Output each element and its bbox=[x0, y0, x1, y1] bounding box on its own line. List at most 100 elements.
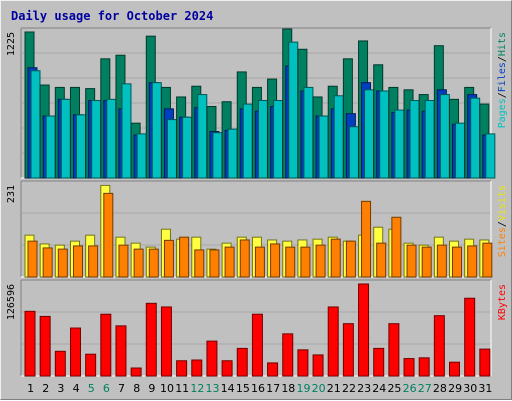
bar-pages-day-11 bbox=[182, 116, 193, 179]
bar-pages-day-27 bbox=[424, 100, 435, 179]
bar-kbytes-day-2 bbox=[39, 315, 51, 377]
x-tick-label-29: 29 bbox=[448, 382, 462, 395]
bar-kbytes-day-12 bbox=[191, 359, 203, 377]
bar-kbytes-day-15 bbox=[236, 347, 248, 377]
x-tick-label-12: 12 bbox=[190, 382, 204, 395]
bar-sites-day-18 bbox=[285, 246, 296, 278]
bar-kbytes-day-6 bbox=[100, 313, 112, 377]
bar-sites-day-13 bbox=[209, 249, 220, 278]
bar-sites-day-12 bbox=[194, 249, 205, 278]
bar-pages-day-26 bbox=[409, 100, 420, 179]
bar-kbytes-day-20 bbox=[312, 354, 324, 377]
bar-kbytes-day-11 bbox=[176, 360, 188, 377]
bar-pages-day-23 bbox=[364, 89, 375, 179]
bar-sites-day-4 bbox=[72, 245, 83, 278]
x-tick-label-25: 25 bbox=[387, 382, 401, 395]
x-tick-label-15: 15 bbox=[236, 382, 250, 395]
x-tick-label-13: 13 bbox=[206, 382, 220, 395]
bar-pages-day-13 bbox=[212, 132, 223, 179]
bar-sites-day-6 bbox=[103, 192, 114, 278]
x-tick-label-23: 23 bbox=[357, 382, 371, 395]
bar-pages-day-19 bbox=[303, 86, 314, 179]
bar-kbytes-day-21 bbox=[327, 306, 339, 377]
bar-pages-day-29 bbox=[455, 122, 466, 179]
x-tick-label-7: 7 bbox=[118, 382, 125, 395]
bar-kbytes-day-16 bbox=[251, 313, 263, 377]
bar-pages-day-4 bbox=[75, 114, 86, 179]
x-tick-label-30: 30 bbox=[463, 382, 477, 395]
y-max-label: 1225 bbox=[6, 32, 17, 56]
legend-files: Files bbox=[497, 62, 508, 92]
bar-pages-day-1 bbox=[30, 70, 41, 179]
bar-sites-day-27 bbox=[421, 246, 432, 278]
bar-kbytes-day-25 bbox=[388, 323, 400, 377]
x-tick-label-2: 2 bbox=[42, 382, 49, 395]
x-tick-label-5: 5 bbox=[88, 382, 95, 395]
bar-kbytes-day-1 bbox=[24, 310, 36, 377]
bar-sites-day-5 bbox=[88, 245, 99, 278]
bar-kbytes-day-23 bbox=[358, 283, 370, 377]
legend-hits: Hits bbox=[497, 32, 508, 56]
bar-sites-day-29 bbox=[452, 246, 463, 278]
bar-sites-day-28 bbox=[436, 244, 447, 278]
legend-sites: Sites bbox=[497, 227, 508, 257]
bar-kbytes-day-7 bbox=[115, 325, 127, 377]
x-tick-label-11: 11 bbox=[175, 382, 189, 395]
x-tick-label-17: 17 bbox=[266, 382, 280, 395]
bar-sites-day-15 bbox=[239, 239, 250, 278]
bar-pages-day-16 bbox=[257, 100, 268, 179]
x-tick-label-10: 10 bbox=[160, 382, 174, 395]
bar-sites-day-3 bbox=[57, 248, 68, 278]
legend-separator: / bbox=[497, 56, 508, 62]
legend-visits: Visits bbox=[497, 185, 508, 221]
bar-pages-day-6 bbox=[106, 98, 117, 179]
bar-pages-day-18 bbox=[288, 41, 299, 179]
bar-sites-day-1 bbox=[27, 240, 38, 278]
bar-pages-day-12 bbox=[197, 94, 208, 179]
bar-sites-day-10 bbox=[163, 239, 174, 278]
bar-sites-day-2 bbox=[42, 247, 53, 278]
bar-kbytes-day-10 bbox=[160, 306, 172, 377]
bar-sites-day-9 bbox=[148, 248, 159, 278]
bar-kbytes-day-4 bbox=[69, 327, 81, 377]
bar-sites-day-7 bbox=[118, 244, 129, 278]
bar-sites-day-23 bbox=[361, 200, 372, 278]
y-max-label: 231 bbox=[6, 185, 17, 203]
bar-kbytes-day-27 bbox=[418, 357, 430, 377]
bar-sites-day-17 bbox=[270, 243, 281, 278]
bar-pages-day-21 bbox=[333, 95, 344, 179]
x-tick-label-3: 3 bbox=[57, 382, 64, 395]
bar-pages-day-25 bbox=[394, 109, 405, 179]
legend: Pages/Files/Hits bbox=[497, 32, 508, 128]
bar-kbytes-day-28 bbox=[433, 315, 445, 377]
x-tick-label-4: 4 bbox=[73, 382, 80, 395]
x-tick-label-19: 19 bbox=[296, 382, 310, 395]
bar-kbytes-day-26 bbox=[403, 358, 415, 377]
x-tick-label-16: 16 bbox=[251, 382, 265, 395]
bar-sites-day-14 bbox=[224, 246, 235, 278]
x-tick-label-20: 20 bbox=[312, 382, 326, 395]
bar-sites-day-30 bbox=[467, 245, 478, 278]
x-tick-label-31: 31 bbox=[478, 382, 492, 395]
bar-sites-day-24 bbox=[376, 242, 387, 278]
bar-pages-day-22 bbox=[348, 126, 359, 179]
legend-separator: / bbox=[497, 221, 508, 227]
bar-pages-day-28 bbox=[439, 94, 450, 179]
legend-kbytes: KBytes bbox=[497, 284, 508, 320]
bar-pages-day-9 bbox=[151, 82, 162, 179]
x-tick-label-21: 21 bbox=[327, 382, 341, 395]
x-tick-label-22: 22 bbox=[342, 382, 356, 395]
bar-kbytes-day-29 bbox=[449, 361, 461, 377]
bar-kbytes-day-3 bbox=[54, 350, 66, 377]
bar-pages-day-7 bbox=[121, 83, 132, 179]
legend: KBytes bbox=[497, 284, 508, 320]
bar-pages-day-8 bbox=[136, 133, 147, 179]
bar-kbytes-day-9 bbox=[145, 302, 157, 377]
bar-pages-day-30 bbox=[470, 97, 481, 179]
bar-kbytes-day-22 bbox=[342, 323, 354, 377]
bar-kbytes-day-13 bbox=[206, 340, 218, 377]
bar-kbytes-day-31 bbox=[479, 348, 491, 377]
bar-pages-day-10 bbox=[166, 119, 177, 179]
